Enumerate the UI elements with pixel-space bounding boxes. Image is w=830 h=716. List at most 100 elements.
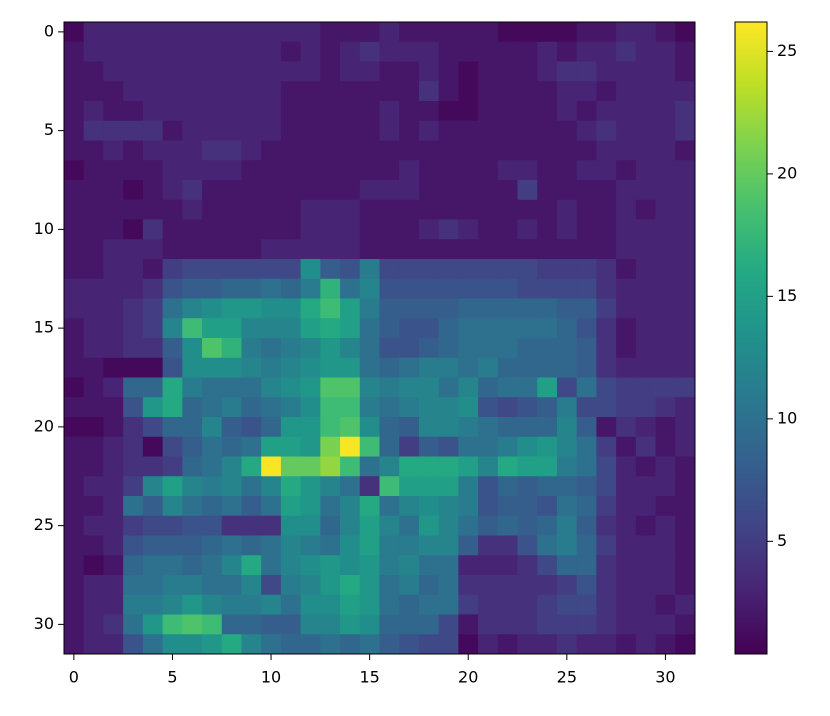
cell — [64, 298, 85, 319]
colorbar — [734, 21, 768, 655]
cell — [83, 535, 104, 556]
cell — [616, 397, 637, 418]
cell — [340, 417, 361, 438]
cell — [300, 259, 321, 280]
y-tick-label: 20 — [34, 416, 54, 435]
cell — [616, 101, 637, 122]
cell — [537, 436, 558, 457]
cell — [458, 417, 479, 438]
cell — [438, 594, 459, 615]
cell — [497, 575, 518, 596]
cell — [241, 575, 262, 596]
cell — [221, 41, 242, 62]
cell — [241, 81, 262, 102]
cell — [83, 476, 104, 497]
cell — [675, 417, 696, 438]
cell — [478, 555, 499, 576]
cell — [418, 555, 440, 576]
cell — [83, 180, 104, 201]
cell — [379, 22, 400, 43]
cell — [221, 575, 242, 596]
cell — [241, 140, 262, 161]
cell — [123, 535, 144, 556]
cell — [517, 160, 538, 181]
cell — [635, 318, 656, 339]
cell — [576, 22, 597, 43]
cell — [123, 476, 144, 497]
cell — [202, 278, 223, 299]
cell — [418, 456, 440, 477]
cell — [83, 515, 104, 536]
cell — [261, 476, 282, 497]
cell — [517, 338, 538, 359]
cell — [418, 180, 440, 201]
cell — [300, 160, 321, 181]
cell — [675, 397, 696, 418]
cell — [261, 199, 282, 220]
cell — [320, 575, 341, 596]
cell — [83, 199, 104, 220]
cell — [635, 496, 656, 517]
cell — [359, 278, 380, 299]
cell — [359, 357, 380, 378]
cell — [596, 41, 617, 62]
cell — [359, 219, 380, 240]
cell — [458, 634, 479, 655]
cell — [497, 397, 518, 418]
cell — [576, 594, 597, 615]
cell — [83, 357, 104, 378]
cell — [182, 239, 203, 260]
cell — [221, 278, 242, 299]
cell — [359, 101, 380, 122]
cell — [340, 476, 361, 497]
cell — [616, 140, 637, 161]
cell — [280, 634, 302, 655]
cell — [556, 535, 578, 556]
cell — [64, 377, 85, 398]
cell — [399, 61, 420, 82]
cell — [556, 219, 578, 240]
cell — [635, 101, 656, 122]
cell — [576, 278, 597, 299]
cell — [379, 101, 400, 122]
cell — [596, 594, 617, 615]
cell — [320, 338, 341, 359]
cell — [675, 614, 696, 635]
cell — [478, 436, 499, 457]
cell — [616, 535, 637, 556]
cell — [123, 417, 144, 438]
cell — [202, 397, 223, 418]
cell — [478, 219, 499, 240]
cell — [497, 377, 518, 398]
cell — [123, 278, 144, 299]
cell — [359, 199, 380, 220]
cell — [438, 575, 459, 596]
cell — [596, 180, 617, 201]
cell — [320, 594, 341, 615]
cell — [517, 318, 538, 339]
cell — [221, 120, 242, 141]
cell — [655, 199, 676, 220]
cell — [142, 338, 163, 359]
cell — [635, 41, 656, 62]
y-tick-label: 10 — [34, 219, 54, 238]
cell — [379, 436, 400, 457]
cell — [655, 575, 676, 596]
cell — [320, 199, 341, 220]
cell — [142, 634, 163, 655]
cell — [202, 614, 223, 635]
cell — [635, 219, 656, 240]
cell — [675, 436, 696, 457]
cell — [83, 41, 104, 62]
cell — [123, 180, 144, 201]
cell — [83, 259, 104, 280]
cell — [182, 634, 203, 655]
cell — [596, 555, 617, 576]
cell — [616, 219, 637, 240]
cell — [83, 456, 104, 477]
cell — [359, 496, 380, 517]
cell — [438, 41, 459, 62]
cell — [537, 41, 558, 62]
cell — [261, 555, 282, 576]
